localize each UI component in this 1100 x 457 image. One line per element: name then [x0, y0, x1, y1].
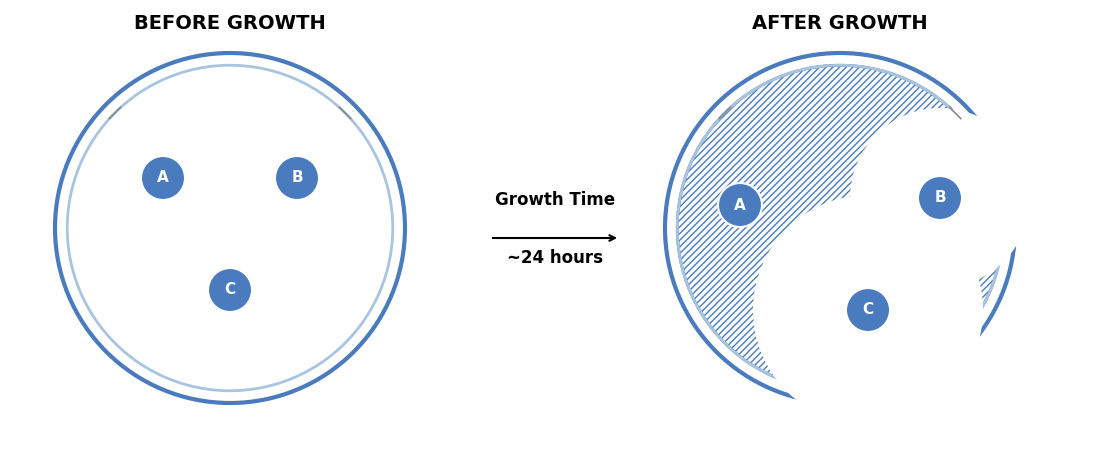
Text: Growth Time: Growth Time — [495, 191, 615, 209]
Text: C: C — [224, 282, 235, 298]
Circle shape — [754, 195, 983, 425]
Text: B: B — [934, 191, 946, 206]
Circle shape — [141, 156, 185, 200]
Text: BEFORE GROWTH: BEFORE GROWTH — [134, 14, 326, 33]
Circle shape — [275, 156, 319, 200]
Circle shape — [718, 183, 762, 227]
Text: A: A — [734, 197, 746, 213]
Text: ~24 hours: ~24 hours — [507, 249, 603, 267]
Circle shape — [55, 53, 405, 403]
Circle shape — [918, 176, 962, 220]
Circle shape — [666, 53, 1015, 403]
Text: AFTER GROWTH: AFTER GROWTH — [752, 14, 927, 33]
Text: B: B — [292, 170, 302, 186]
Circle shape — [850, 108, 1030, 288]
Circle shape — [67, 65, 393, 391]
Circle shape — [678, 65, 1003, 391]
Text: A: A — [157, 170, 169, 186]
Circle shape — [846, 288, 890, 332]
Text: C: C — [862, 303, 873, 318]
Circle shape — [208, 268, 252, 312]
